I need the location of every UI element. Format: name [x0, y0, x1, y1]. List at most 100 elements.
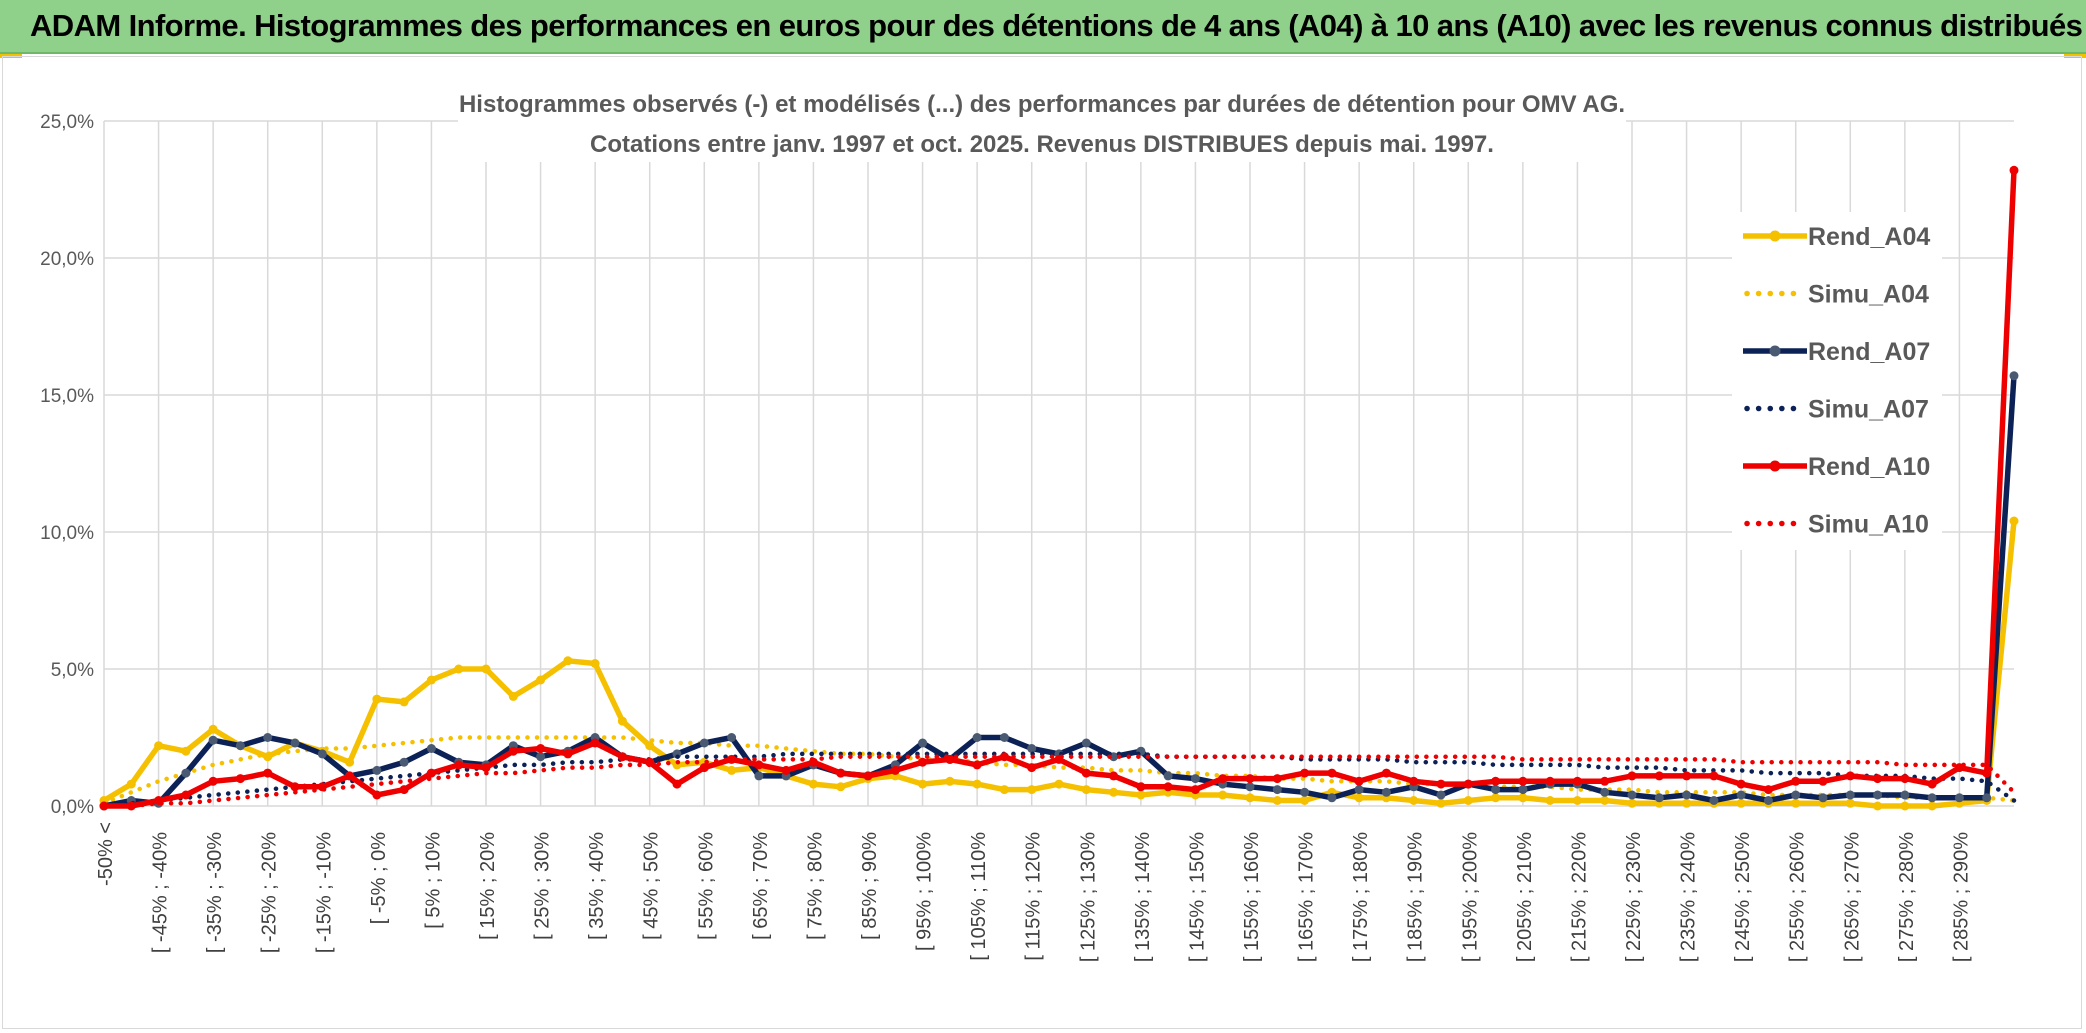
data-point [1409, 776, 1419, 786]
data-point [1572, 776, 1582, 786]
data-point [1491, 785, 1501, 795]
data-point [1109, 787, 1119, 797]
data-point [181, 768, 191, 778]
data-point [1873, 801, 1883, 811]
x-tick-label: [ 35% ; 40% [586, 832, 608, 940]
data-point [1436, 798, 1446, 808]
data-point [1518, 793, 1528, 803]
x-tick-label: [ 265% ; 270% [1841, 832, 1863, 962]
data-point [290, 782, 300, 792]
x-tick-label: [ 85% ; 90% [859, 832, 881, 940]
y-tick-label: 5,0% [51, 660, 94, 681]
data-point [1300, 796, 1310, 805]
data-point [1027, 785, 1037, 795]
legend-marker [1769, 460, 1781, 472]
data-point [1054, 779, 1064, 789]
header-bar: ADAM Informe. Histogrammes des performan… [0, 0, 2086, 54]
legend-label: Rend_A07 [1808, 338, 1930, 366]
x-tick-label: [ 285% ; 290% [1950, 832, 1972, 962]
legend-item-rend-a10: Rend_A10 [1743, 453, 1930, 481]
data-point [399, 785, 409, 795]
y-tick-label: 25,0% [40, 112, 94, 133]
series-simu-a04 [101, 735, 2017, 806]
data-point [1627, 790, 1637, 800]
data-point [1300, 787, 1310, 797]
data-point [1736, 790, 1746, 800]
data-point [1190, 774, 1200, 784]
data-point [1027, 744, 1037, 753]
x-tick-label: [ 235% ; 240% [1678, 832, 1700, 962]
data-point [317, 749, 327, 759]
x-tick-label: [ 175% ; 180% [1350, 832, 1372, 962]
x-tick-label: [ 45% ; 50% [641, 832, 663, 940]
data-point [1491, 793, 1501, 803]
data-point [563, 749, 573, 759]
data-point [508, 691, 518, 701]
data-point [1682, 798, 1692, 808]
data-point [1736, 798, 1746, 808]
data-point [399, 697, 409, 707]
data-point [1436, 790, 1446, 800]
page-title: ADAM Informe. Histogrammes des performan… [30, 8, 2083, 43]
data-point [263, 768, 273, 778]
data-point [808, 779, 818, 789]
data-point [1900, 801, 1910, 811]
data-point [1709, 796, 1719, 805]
data-point [617, 752, 627, 762]
data-point [208, 776, 218, 786]
data-point [1545, 796, 1555, 805]
data-point [1791, 798, 1801, 808]
data-point [781, 765, 791, 775]
data-point [1845, 790, 1855, 800]
chart-title: Histogrammes observés (-) et modélisés (… [458, 82, 1626, 162]
data-point [1081, 738, 1091, 748]
data-point [454, 760, 464, 770]
data-point [1109, 771, 1119, 781]
legend-label: Rend_A10 [1808, 453, 1930, 481]
data-point [1927, 779, 1937, 789]
legend-backdrop [1732, 212, 1942, 550]
data-point [1463, 796, 1473, 805]
data-point [1545, 776, 1555, 786]
x-tick-label: [ 15% ; 20% [477, 832, 499, 940]
data-point [1463, 779, 1473, 789]
data-point [863, 771, 873, 781]
data-point [2009, 165, 2019, 175]
data-point [1518, 776, 1528, 786]
x-tick-label: [ 5% ; 10% [422, 832, 444, 929]
chart-title-line-1: Histogrammes observés (-) et modélisés (… [459, 91, 1625, 118]
data-point [1900, 774, 1910, 784]
data-point [836, 782, 846, 792]
data-point [1682, 771, 1692, 781]
data-point [918, 738, 928, 748]
data-point [1927, 793, 1937, 803]
data-point [754, 760, 764, 770]
data-point [727, 754, 737, 764]
data-point [536, 675, 546, 685]
x-tick-label: [ 275% ; 280% [1896, 832, 1918, 962]
data-point [1354, 793, 1364, 803]
series-line [101, 751, 2017, 809]
data-point [1627, 771, 1637, 781]
data-point [1518, 785, 1528, 795]
legend-item-simu-a04: Simu_A04 [1744, 281, 1929, 309]
data-point [945, 776, 955, 786]
data-point [1163, 771, 1173, 781]
data-point [1218, 790, 1228, 800]
x-tick-label: [ -35% ; -30% [204, 832, 226, 953]
data-point [1873, 790, 1883, 800]
data-point [699, 763, 709, 773]
data-point [399, 757, 409, 767]
data-point [1245, 774, 1255, 784]
data-point [426, 768, 436, 778]
data-point [1654, 793, 1664, 803]
data-point [1818, 776, 1828, 786]
data-point [372, 694, 382, 704]
data-point [235, 741, 245, 751]
data-point [345, 771, 355, 781]
data-point [1982, 793, 1992, 803]
data-point [1245, 793, 1255, 803]
data-point [181, 790, 191, 800]
data-point [1654, 771, 1664, 781]
